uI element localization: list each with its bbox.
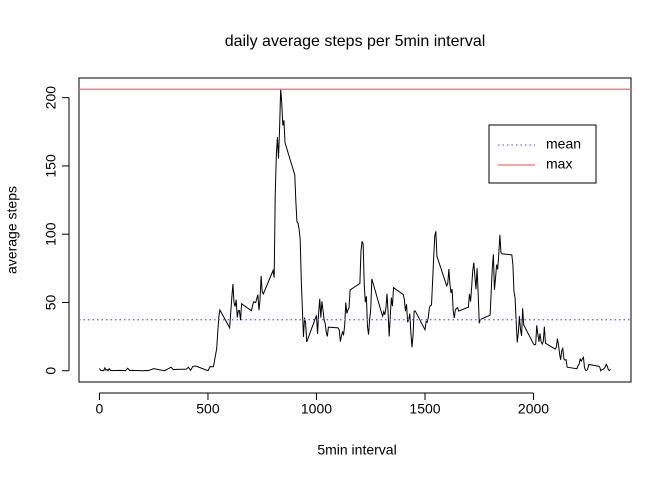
x-tick-label: 0 — [96, 401, 104, 417]
y-axis-label: average steps — [4, 186, 20, 274]
x-tick-label: 2000 — [518, 401, 549, 417]
data-line — [99, 89, 611, 372]
x-tick-label: 500 — [196, 401, 220, 417]
x-tick-label: 1500 — [409, 401, 440, 417]
y-tick-label: 0 — [43, 367, 59, 375]
y-tick-label: 100 — [43, 222, 59, 246]
x-tick-label: 1000 — [301, 401, 332, 417]
x-axis-label: 5min interval — [317, 442, 396, 458]
chart-title: daily average steps per 5min interval — [225, 33, 486, 50]
legend-label: mean — [546, 136, 581, 152]
y-tick-label: 50 — [43, 294, 59, 310]
plot-frame — [78, 77, 632, 383]
legend-label: max — [546, 156, 572, 172]
legend-box — [488, 124, 597, 184]
y-tick-label: 200 — [43, 86, 59, 110]
y-tick-label: 150 — [43, 154, 59, 178]
